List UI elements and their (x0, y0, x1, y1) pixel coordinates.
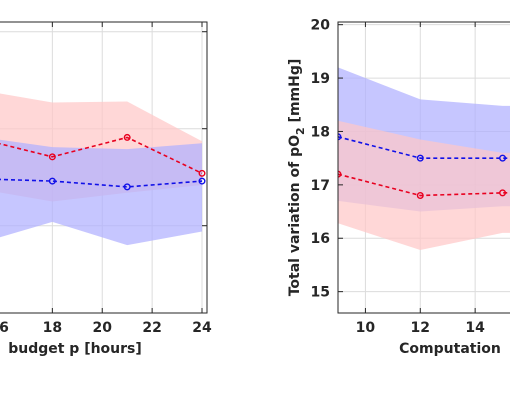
x-tick-label: 10 (356, 320, 376, 336)
x-tick-label: 12 (411, 320, 430, 336)
confidence-band (0, 139, 203, 246)
data-point (416, 154, 424, 162)
x-axis-label: Computation (399, 341, 501, 357)
axes-box (0, 21, 208, 314)
x-tick-label: 22 (142, 320, 161, 336)
right-plot: 10 12 14 15 16 17 18 19 20 Computation Total varia… (287, 18, 510, 357)
y-tick-label: 18 (311, 124, 330, 140)
left-plot: 6 18 20 22 24 budget p [hours] (0, 21, 212, 357)
y-axis-label-unit: [mmHg] (287, 59, 303, 128)
x-axis-label: budget p [hours] (8, 341, 142, 357)
x-tick-label: 24 (192, 320, 212, 336)
y-axis-label-subscript: 2 (294, 127, 307, 135)
y-tick-label: 16 (311, 231, 330, 247)
data-point (416, 192, 424, 200)
data-point (123, 183, 131, 191)
x-tick-label: 6 (0, 320, 9, 336)
x-tick-label: 18 (43, 320, 62, 336)
series-line (338, 173, 510, 197)
series-line (0, 136, 203, 175)
data-point (499, 189, 507, 197)
y-tick-label: 19 (311, 71, 330, 87)
confidence-band (338, 120, 510, 250)
data-point (123, 133, 131, 141)
series-line (338, 136, 510, 159)
y-tick-label: 20 (311, 18, 331, 34)
y-axis-label: Total variation of pO2 [mmHg] (287, 59, 307, 297)
x-tick-label: 14 (465, 320, 485, 336)
series-line (0, 178, 203, 188)
data-point (198, 169, 206, 177)
y-axis-label-main: Total variation of pO (287, 135, 303, 296)
x-tick-label: 20 (92, 320, 112, 336)
y-tick-label: 15 (311, 285, 330, 301)
plot-area (338, 22, 510, 313)
data-point (499, 154, 507, 162)
y-tick-label: 17 (311, 178, 330, 194)
data-point (198, 177, 206, 185)
data-point (48, 153, 56, 161)
plot-area (0, 22, 207, 313)
axes-box (337, 21, 510, 314)
data-point (48, 177, 56, 185)
